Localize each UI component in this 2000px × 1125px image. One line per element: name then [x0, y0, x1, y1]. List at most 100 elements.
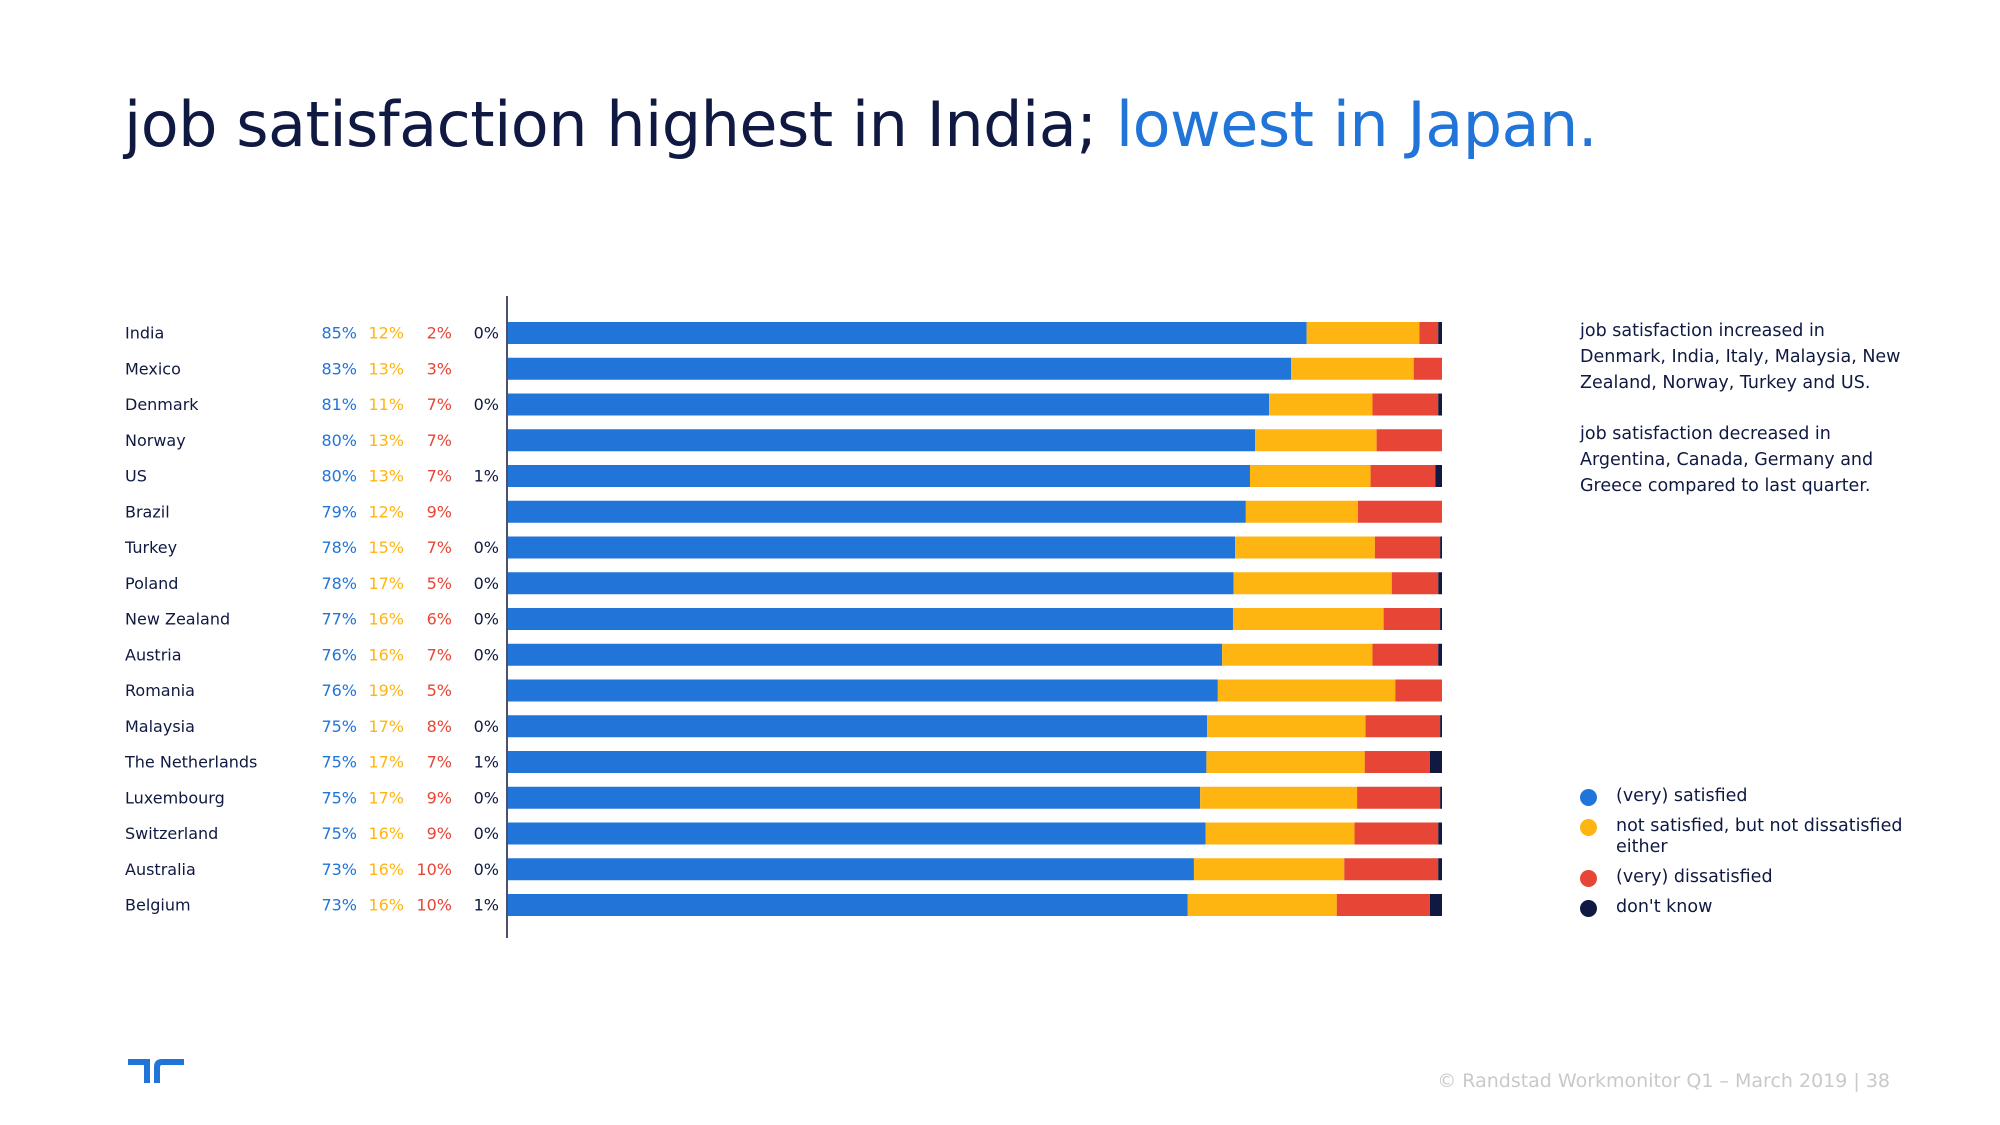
bar-dont-know	[1438, 858, 1442, 881]
category-label: Austria	[125, 645, 182, 664]
legend-label-dont-know: don't know	[1616, 897, 1713, 917]
bar-dissatisfied	[1357, 786, 1441, 809]
data-label-neutral: 16%	[368, 824, 404, 843]
bar-dissatisfied	[1376, 429, 1442, 452]
data-label-dissatisfied: 10%	[416, 896, 452, 915]
data-label-dissatisfied: 9%	[427, 788, 452, 807]
bar-dont-know	[1438, 572, 1442, 595]
data-label-neutral: 17%	[368, 788, 404, 807]
data-label-satisfied: 80%	[321, 431, 357, 450]
bar-neutral	[1291, 357, 1414, 380]
bar-satisfied	[508, 357, 1292, 380]
bar-dissatisfied	[1413, 357, 1442, 380]
data-label-neutral: 19%	[368, 681, 404, 700]
data-label-dissatisfied: 2%	[427, 324, 452, 343]
bar-satisfied	[508, 858, 1194, 881]
bar-dissatisfied	[1419, 322, 1439, 344]
bar-satisfied	[508, 393, 1270, 416]
data-label-dont-know: 0%	[474, 645, 499, 664]
data-label-dont-know: 0%	[474, 824, 499, 843]
data-label-dissatisfied: 7%	[427, 538, 452, 557]
bar-satisfied	[508, 822, 1206, 845]
data-label-satisfied: 75%	[321, 717, 357, 736]
data-label-neutral: 17%	[368, 574, 404, 593]
bar-dont-know	[1440, 608, 1442, 630]
data-label-satisfied: 75%	[321, 824, 357, 843]
bar-dissatisfied	[1364, 751, 1430, 773]
data-label-dissatisfied: 7%	[427, 645, 452, 664]
data-label-dont-know: 0%	[474, 538, 499, 557]
data-label-dissatisfied: 7%	[427, 753, 452, 772]
chart-rows: India 85% 12% 2% 0% Mexico 83% 13% 3% Denmark 81% 1…	[124, 322, 1442, 916]
bar-dissatisfied	[1374, 536, 1441, 559]
category-label: Malaysia	[125, 717, 195, 736]
data-label-satisfied: 75%	[321, 788, 357, 807]
bar-dont-know	[1438, 322, 1442, 344]
note-increased: job satisfaction increased in Denmark, I…	[1580, 321, 1901, 393]
data-label-satisfied: 85%	[321, 324, 357, 343]
data-label-satisfied: 77%	[321, 610, 357, 629]
footer-copyright: © Randstad Workmonitor Q1 – March 2019 |…	[1437, 1070, 1890, 1092]
bar-neutral	[1193, 858, 1345, 881]
bar-neutral	[1222, 643, 1373, 666]
category-label: Belgium	[125, 896, 191, 915]
bar-dissatisfied	[1383, 608, 1441, 630]
data-label-dont-know: 0%	[474, 788, 499, 807]
data-label-neutral: 12%	[368, 502, 404, 521]
page-title: job satisfaction highest in India; lowes…	[124, 88, 1598, 161]
category-label: US	[125, 467, 147, 486]
bar-dissatisfied	[1372, 643, 1439, 666]
data-label-dont-know: 0%	[474, 860, 499, 879]
legend-dot-satisfied	[1580, 789, 1597, 806]
category-label: The Netherlands	[124, 753, 257, 772]
bar-neutral	[1233, 572, 1392, 595]
title-accent: lowest in Japan.	[1115, 88, 1598, 161]
bar-neutral	[1235, 536, 1375, 559]
data-label-neutral: 17%	[368, 717, 404, 736]
bar-dont-know	[1438, 643, 1442, 666]
data-label-dont-know: 1%	[474, 896, 499, 915]
data-label-dont-know: 0%	[474, 395, 499, 414]
data-label-dont-know: 1%	[474, 467, 499, 486]
bar-dont-know	[1429, 751, 1442, 773]
bar-satisfied	[508, 751, 1207, 773]
bar-satisfied	[508, 715, 1208, 738]
category-label: Denmark	[125, 395, 199, 414]
data-label-neutral: 15%	[368, 538, 404, 557]
data-label-neutral: 13%	[368, 431, 404, 450]
data-label-dont-know: 0%	[474, 574, 499, 593]
data-label-satisfied: 81%	[321, 395, 357, 414]
data-label-neutral: 13%	[368, 359, 404, 378]
bar-dissatisfied	[1372, 393, 1439, 416]
data-label-dissatisfied: 9%	[427, 502, 452, 521]
bar-dont-know	[1438, 393, 1442, 416]
bar-dissatisfied	[1370, 465, 1436, 487]
bar-neutral	[1207, 715, 1366, 738]
data-label-neutral: 16%	[368, 645, 404, 664]
bar-satisfied	[508, 679, 1218, 702]
bar-neutral	[1245, 500, 1358, 523]
bar-dont-know	[1440, 786, 1442, 809]
category-label: Switzerland	[125, 824, 218, 843]
bar-satisfied	[508, 894, 1188, 916]
note-decreased: job satisfaction decreased in Argentina,…	[1580, 424, 1874, 496]
data-label-dissatisfied: 7%	[427, 395, 452, 414]
data-label-neutral: 12%	[368, 324, 404, 343]
bar-neutral	[1232, 608, 1384, 630]
data-label-dissatisfied: 3%	[427, 359, 452, 378]
bar-satisfied	[508, 465, 1251, 487]
bar-neutral	[1255, 429, 1377, 452]
data-label-neutral: 17%	[368, 753, 404, 772]
randstad-logo	[128, 1059, 184, 1083]
bar-dissatisfied	[1336, 894, 1430, 916]
data-label-dont-know: 1%	[474, 753, 499, 772]
bar-dont-know	[1440, 715, 1442, 738]
bar-neutral	[1217, 679, 1396, 702]
bar-neutral	[1200, 786, 1358, 809]
data-label-dissatisfied: 9%	[427, 824, 452, 843]
data-label-dont-know: 0%	[474, 324, 499, 343]
legend-dot-neutral	[1580, 819, 1597, 836]
bar-neutral	[1306, 322, 1420, 344]
bar-dissatisfied	[1391, 572, 1439, 595]
data-label-satisfied: 78%	[321, 538, 357, 557]
